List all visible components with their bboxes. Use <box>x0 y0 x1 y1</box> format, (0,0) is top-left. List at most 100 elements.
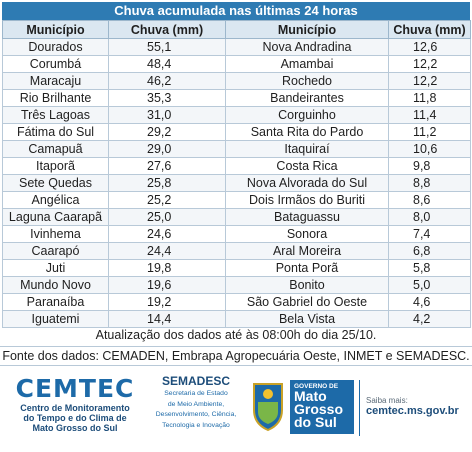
rain-value-cell: 19,2 <box>108 293 226 311</box>
semadesc-line-2: de Meio Ambiente, <box>167 400 225 408</box>
update-note: Atualização dos dados até às 08:00h do d… <box>95 328 377 342</box>
city-cell: Nova Andradina <box>225 38 389 56</box>
rain-value-cell: 31,0 <box>108 106 226 124</box>
rain-table: Município Chuva (mm) Município Chuva (mm… <box>2 20 471 328</box>
rain-value-cell: 11,4 <box>388 106 471 124</box>
city-cell: Dourados <box>2 38 109 56</box>
rain-value-cell: 10,6 <box>388 140 471 158</box>
rain-value-cell: 8,6 <box>388 191 471 209</box>
column-header: Município <box>2 20 109 39</box>
city-cell: Caarapó <box>2 242 109 260</box>
table-row: Maracaju 46,2 Rochedo 12,2 <box>2 72 471 90</box>
table-row: Dourados 55,1 Nova Andradina 12,6 <box>2 38 471 56</box>
rain-value-cell: 6,8 <box>388 242 471 260</box>
cemtec-subtitle-2: do Tempo e do Clima de <box>23 413 127 423</box>
semadesc-line-1: Secretaria de Estado <box>164 390 228 397</box>
city-cell: Santa Rita do Pardo <box>225 123 389 141</box>
gov-line-1: Mato <box>294 388 327 404</box>
city-cell: Três Lagoas <box>2 106 109 124</box>
city-cell: São Gabriel do Oeste <box>225 293 389 311</box>
city-cell: Rio Brilhante <box>2 89 109 107</box>
table-row: Três Lagoas 31,0 Corguinho 11,4 <box>2 106 471 124</box>
table-row: Camapuã 29,0 Itaquiraí 10,6 <box>2 140 471 158</box>
cemtec-subtitle-3: Mato Grosso do Sul <box>32 423 118 433</box>
city-cell: Ponta Porã <box>225 259 389 277</box>
city-cell: Laguna Caarapã <box>2 208 109 226</box>
city-cell: Paranaíba <box>2 293 109 311</box>
city-cell: Dois Irmãos do Buriti <box>225 191 389 209</box>
semadesc-logo: SEMADESC Secretaria de Estado de Meio Am… <box>146 374 246 430</box>
city-cell: Sete Quedas <box>2 174 109 192</box>
city-cell: Nova Alvorada do Sul <box>225 174 389 192</box>
column-header: Município <box>225 20 389 39</box>
more-info: Saiba mais: cemtec.ms.gov.br <box>366 396 459 417</box>
city-cell: Maracaju <box>2 72 109 90</box>
city-cell: Ivinhema <box>2 225 109 243</box>
state-crest-icon <box>253 383 283 432</box>
rain-value-cell: 8,0 <box>388 208 471 226</box>
rain-value-cell: 14,4 <box>108 310 226 328</box>
city-cell: Juti <box>2 259 109 277</box>
rain-value-cell: 35,3 <box>108 89 226 107</box>
city-cell: Itaquiraí <box>225 140 389 158</box>
rain-value-cell: 25,2 <box>108 191 226 209</box>
city-cell: Sonora <box>225 225 389 243</box>
rain-value-cell: 4,6 <box>388 293 471 311</box>
footer-divider <box>359 380 360 436</box>
table-row: Corumbá 48,4 Amambai 12,2 <box>2 55 471 73</box>
semadesc-line-3: Desenvolvimento, Ciência, <box>155 411 237 418</box>
table-row: Laguna Caarapã 25,0 Bataguassu 8,0 <box>2 208 471 226</box>
column-header: Chuva (mm) <box>108 20 226 39</box>
cemtec-subtitle-1: Centro de Monitoramento <box>20 403 130 413</box>
table-row: Juti 19,8 Ponta Porã 5,8 <box>2 259 471 277</box>
city-cell: Bandeirantes <box>225 89 389 107</box>
rain-value-cell: 55,1 <box>108 38 226 56</box>
city-cell: Itaporã <box>2 157 109 175</box>
rain-value-cell: 5,8 <box>388 259 471 277</box>
rain-value-cell: 19,6 <box>108 276 226 294</box>
city-cell: Iguatemi <box>2 310 109 328</box>
rain-value-cell: 29,2 <box>108 123 226 141</box>
city-cell: Corumbá <box>2 55 109 73</box>
footer-logos: CEMTEC Centro de Monitoramento do Tempo … <box>0 366 472 452</box>
gov-label: GOVERNO DE <box>294 383 339 390</box>
city-cell: Mundo Novo <box>2 276 109 294</box>
rain-value-cell: 19,8 <box>108 259 226 277</box>
table-body: Dourados 55,1 Nova Andradina 12,6 Corumbá 48,… <box>2 38 471 328</box>
rain-value-cell: 9,8 <box>388 157 471 175</box>
table-row: Paranaíba 19,2 São Gabriel do Oeste 4,6 <box>2 293 471 311</box>
rain-value-cell: 27,6 <box>108 157 226 175</box>
table-row: Itaporã 27,6 Costa Rica 9,8 <box>2 157 471 175</box>
rain-value-cell: 25,0 <box>108 208 226 226</box>
table-row: Mundo Novo 19,6 Bonito 5,0 <box>2 276 471 294</box>
table-row: Fátima do Sul 29,2 Santa Rita do Pardo 11,2 <box>2 123 471 141</box>
rain-value-cell: 11,8 <box>388 89 471 107</box>
government-logo: GOVERNO DE Mato Grosso do Sul <box>290 380 354 434</box>
more-info-label: Saiba mais: <box>366 396 408 405</box>
city-cell: Amambai <box>225 55 389 73</box>
rain-value-cell: 24,4 <box>108 242 226 260</box>
rain-value-cell: 29,0 <box>108 140 226 158</box>
website-link[interactable]: cemtec.ms.gov.br <box>366 405 459 417</box>
city-cell: Angélica <box>2 191 109 209</box>
rain-value-cell: 7,4 <box>388 225 471 243</box>
rain-value-cell: 12,6 <box>388 38 471 56</box>
rain-value-cell: 48,4 <box>108 55 226 73</box>
semadesc-line-4: Tecnologia e Inovação <box>162 421 230 429</box>
rain-value-cell: 12,2 <box>388 55 471 73</box>
rain-value-cell: 24,6 <box>108 225 226 243</box>
cemtec-wordmark: CEMTEC <box>15 374 135 403</box>
semadesc-wordmark: SEMADESC <box>161 374 230 388</box>
table-header-row: Município Chuva (mm) Município Chuva (mm… <box>2 20 471 39</box>
city-cell: Fátima do Sul <box>2 123 109 141</box>
table-row: Sete Quedas 25,8 Nova Alvorada do Sul 8,8 <box>2 174 471 192</box>
source-note: Fonte dos dados: CEMADEN, Embrapa Agrope… <box>0 346 472 366</box>
table-row: Caarapó 24,4 Aral Moreira 6,8 <box>2 242 471 260</box>
table-row: Angélica 25,2 Dois Irmãos do Buriti 8,6 <box>2 191 471 209</box>
rain-value-cell: 25,8 <box>108 174 226 192</box>
city-cell: Bonito <box>225 276 389 294</box>
gov-line-2: Grosso <box>294 401 344 417</box>
rain-value-cell: 5,0 <box>388 276 471 294</box>
rain-value-cell: 11,2 <box>388 123 471 141</box>
